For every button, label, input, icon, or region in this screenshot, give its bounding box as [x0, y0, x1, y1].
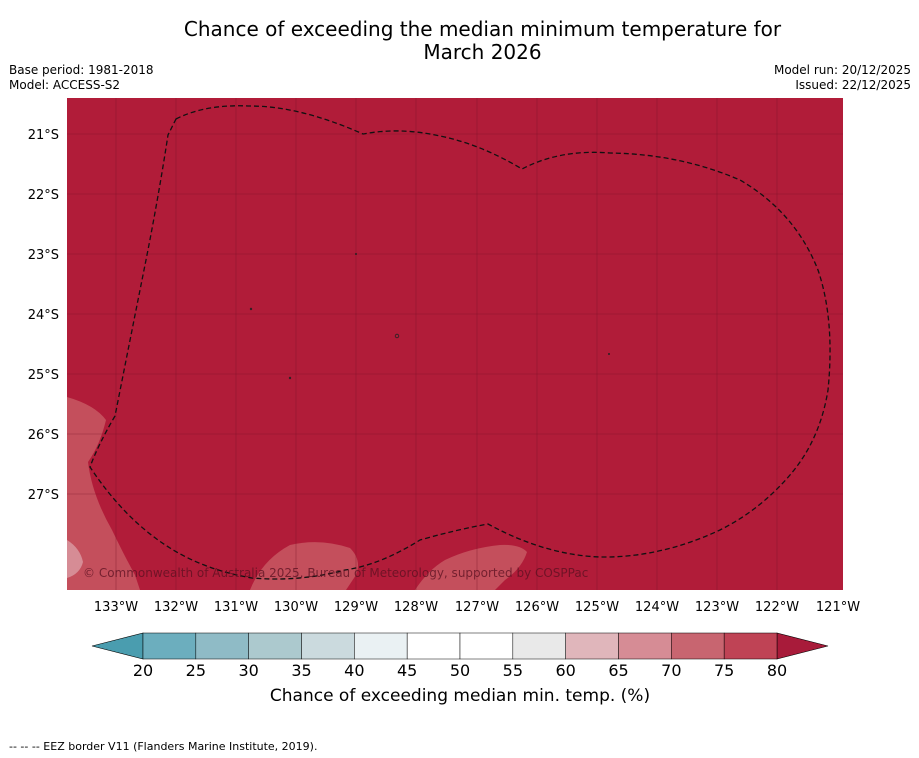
lat-label: 26°S	[28, 428, 59, 443]
colorbar-segment	[671, 632, 725, 660]
colorbar-tick-label: 35	[291, 661, 311, 680]
colorbar-tick-label: 65	[608, 661, 628, 680]
colorbar-tick-label: 75	[714, 661, 734, 680]
lon-label: 125°W	[575, 600, 619, 615]
colorbar-tick-label: 80	[767, 661, 787, 680]
colorbar-under-arrow	[91, 632, 144, 660]
longitude-labels: 133°W 132°W 131°W 130°W 129°W 128°W 127°…	[94, 600, 860, 615]
lon-label: 126°W	[515, 600, 559, 615]
lon-label: 131°W	[214, 600, 258, 615]
eez-border	[89, 105, 831, 580]
colorbar-tick-label: 55	[503, 661, 523, 680]
copyright-text: © Commonwealth of Australia 2025, Bureau…	[83, 566, 588, 580]
lon-label: 127°W	[455, 600, 499, 615]
probability-field	[67, 98, 843, 590]
gridlines	[67, 98, 843, 590]
colorbar-label: Chance of exceeding median min. temp. (%…	[269, 686, 651, 706]
issued-date: Issued: 22/12/2025	[795, 78, 911, 92]
lon-label: 129°W	[334, 600, 378, 615]
lighter-patch	[67, 540, 83, 578]
colorbar-segment	[512, 632, 566, 660]
colorbar-segment	[354, 632, 408, 660]
lat-label: 25°S	[28, 368, 59, 383]
lon-label: 128°W	[394, 600, 438, 615]
colorbar-tick-label: 30	[238, 661, 258, 680]
chart-title: Chance of exceeding the median minimum t…	[100, 18, 865, 64]
colorbar-segment	[459, 632, 514, 660]
colorbar-segment	[195, 632, 249, 660]
colorbar: 20 25 30 35 40 45 50 55 60 65 70 75 80	[91, 632, 829, 680]
lon-label: 124°W	[635, 600, 679, 615]
colorbar-segment	[723, 632, 778, 660]
lower-probability-patches	[67, 397, 527, 590]
lon-label: 122°W	[755, 600, 799, 615]
lon-label: 123°W	[695, 600, 739, 615]
lat-label: 21°S	[28, 128, 59, 143]
colorbar-segment	[565, 632, 619, 660]
meta-left: Base period: 1981-2018 Model: ACCESS-S2	[9, 63, 154, 93]
colorbar-tick-label: 45	[397, 661, 417, 680]
latitude-labels: 21°S 22°S 23°S 24°S 25°S 26°S 27°S	[28, 128, 59, 503]
colorbar-tick-label: 60	[555, 661, 575, 680]
lon-label: 132°W	[154, 600, 198, 615]
colorbar-segment	[618, 632, 672, 660]
title-line-1: Chance of exceeding the median minimum t…	[183, 17, 782, 41]
model-run: Model run: 20/12/2025	[773, 63, 911, 77]
colorbar-segment	[248, 632, 302, 660]
lat-label: 27°S	[28, 488, 59, 503]
island-markers	[249, 252, 611, 380]
colorbar-segment	[406, 632, 461, 660]
colorbar-over-arrow	[776, 632, 829, 660]
lon-label: 121°W	[816, 600, 860, 615]
colorbar-tick-label: 70	[661, 661, 681, 680]
lat-label: 23°S	[28, 248, 59, 263]
eez-footnote: -- -- -- EEZ border V11 (Flanders Marine…	[9, 740, 318, 753]
colorbar-tick-label: 50	[450, 661, 470, 680]
colorbar-tick-label: 40	[344, 661, 364, 680]
lon-label: 133°W	[94, 600, 138, 615]
lat-label: 24°S	[28, 308, 59, 323]
colorbar-tick-label: 25	[186, 661, 206, 680]
colorbar-segment	[301, 632, 355, 660]
model-name: Model: ACCESS-S2	[9, 78, 121, 92]
base-period: Base period: 1981-2018	[9, 63, 154, 77]
colorbar-tick-label: 20	[133, 661, 153, 680]
title-line-2: March 2026	[423, 40, 542, 64]
lon-label: 130°W	[274, 600, 318, 615]
lat-label: 22°S	[28, 188, 59, 203]
colorbar-segment	[142, 632, 197, 660]
meta-right: Model run: 20/12/2025 Issued: 22/12/2025	[774, 63, 911, 93]
